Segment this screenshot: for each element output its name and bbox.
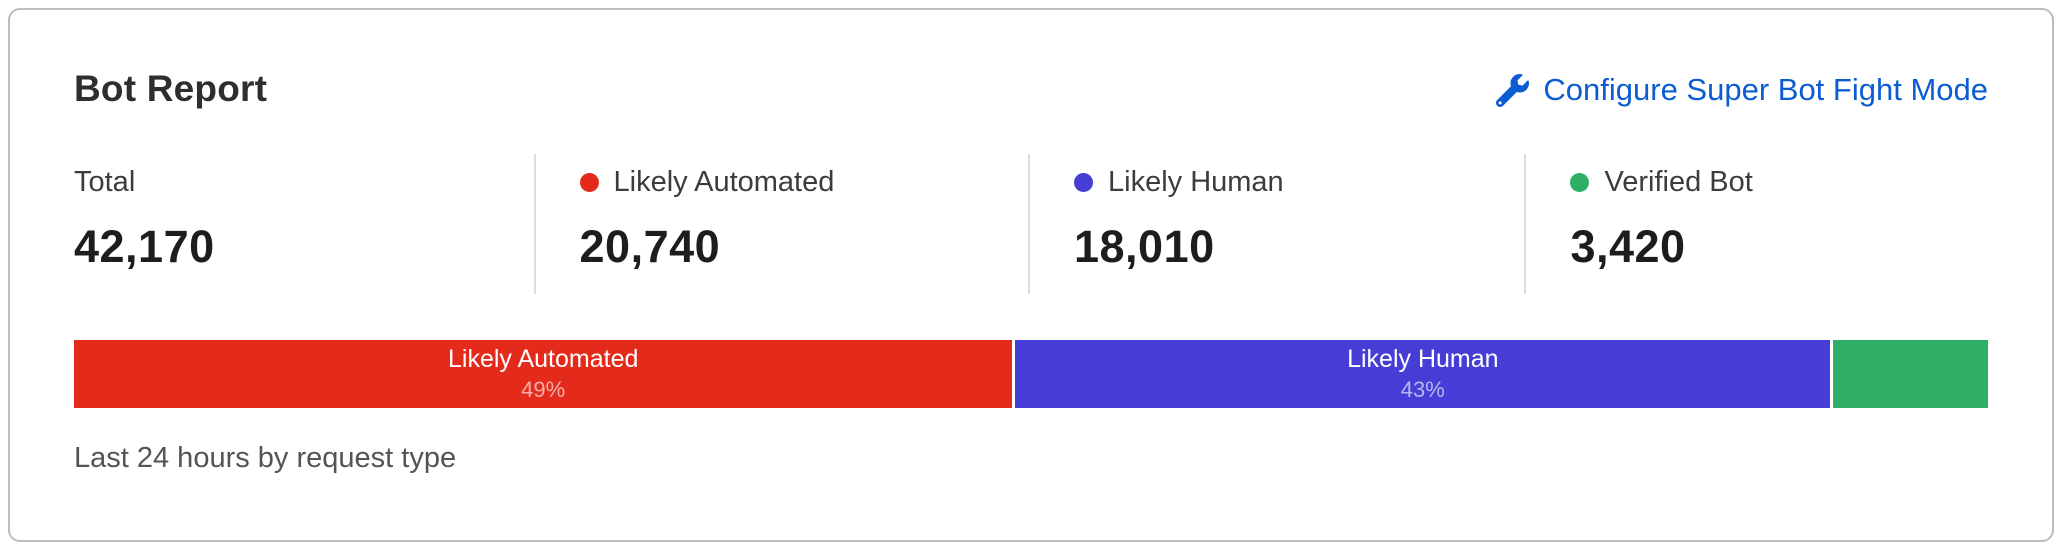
configure-super-bot-fight-mode-link[interactable]: Configure Super Bot Fight Mode	[1496, 72, 1988, 108]
legend-dot-likely-human	[1074, 173, 1093, 192]
stat-label: Verified Bot	[1604, 166, 1753, 198]
stat-total: Total 42,170	[74, 154, 534, 294]
chart-caption: Last 24 hours by request type	[74, 442, 457, 474]
stat-label: Likely Human	[1108, 166, 1284, 198]
bar-segment-percent: 43%	[1400, 377, 1445, 403]
bar-segment-likely-automated: Likely Automated 49%	[74, 340, 1013, 408]
configure-link-label: Configure Super Bot Fight Mode	[1543, 72, 1988, 107]
stats-row: Total 42,170 Likely Automated 20,740 Lik…	[74, 154, 1988, 294]
stat-likely-automated-label-row: Likely Automated	[579, 166, 1028, 199]
bar-segment-percent: 49%	[521, 377, 566, 403]
bot-report-card: Bot Report Configure Super Bot Fight Mod…	[8, 8, 2054, 542]
stat-likely-human-value: 18,010	[1074, 221, 1215, 272]
wrench-icon	[1496, 73, 1530, 107]
stat-likely-human: Likely Human 18,010	[1028, 154, 1524, 294]
legend-dot-verified-bot	[1570, 173, 1590, 192]
bot-distribution-bar: Likely Automated 49% Likely Human 43%	[74, 340, 1988, 408]
stat-total-value: 42,170	[74, 221, 215, 272]
stat-verified-bot: Verified Bot 3,420	[1524, 154, 1988, 294]
stat-likely-automated: Likely Automated 20,740	[533, 154, 1028, 294]
stat-likely-automated-value: 20,740	[579, 221, 721, 272]
legend-dot-likely-automated	[579, 173, 599, 192]
bar-segment-likely-human: Likely Human 43%	[1015, 340, 1831, 408]
stat-verified-bot-label-row: Verified Bot	[1570, 166, 1988, 199]
stat-total-label-row: Total	[74, 166, 534, 199]
stat-label: Likely Automated	[613, 166, 835, 198]
stat-label: Total	[74, 166, 136, 198]
stat-likely-human-label-row: Likely Human	[1074, 166, 1524, 199]
card-header: Bot Report Configure Super Bot Fight Mod…	[74, 68, 1988, 110]
bar-segment-label: Likely Automated	[447, 345, 639, 374]
bar-segment-verified-bot	[1833, 340, 1988, 408]
page-title: Bot Report	[74, 68, 268, 109]
stat-verified-bot-value: 3,420	[1570, 221, 1686, 272]
bar-segment-label: Likely Human	[1347, 345, 1499, 374]
